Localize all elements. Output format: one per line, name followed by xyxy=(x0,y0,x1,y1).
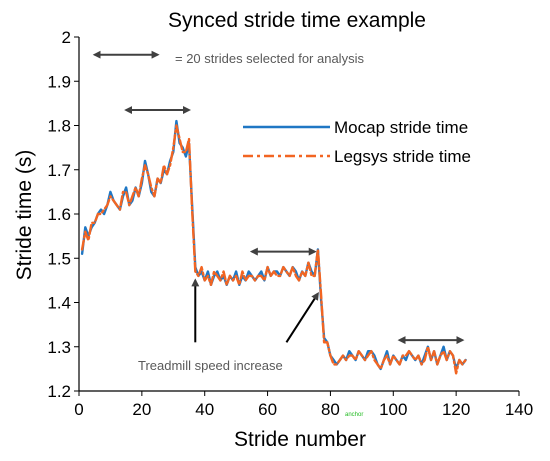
annotation-group: = 20 strides selected for analysis Tread… xyxy=(92,50,465,418)
legend: Mocap stride time Legsys stride time xyxy=(243,118,471,166)
watermark-text: anchor xyxy=(345,412,363,418)
treadmill-pointer-arrow xyxy=(285,291,319,343)
y-tick-label: 1.7 xyxy=(47,161,71,180)
legend-label-legsys: Legsys stride time xyxy=(334,147,471,166)
axes-group: 1.21.31.41.51.61.71.81.920 20 40 60 80 100 120… xyxy=(47,28,533,419)
x-tick-label: 20 xyxy=(132,400,151,419)
y-axis-label: Stride time (s) xyxy=(13,150,36,281)
y-tick-label: 1.8 xyxy=(47,117,71,136)
y-tick-label: 2 xyxy=(62,28,71,47)
series-group xyxy=(80,119,467,375)
x-tick-label: 80 xyxy=(321,400,340,419)
y-tick-label: 1.5 xyxy=(47,249,71,268)
key-text: = 20 strides selected for analysis xyxy=(175,51,364,66)
y-tick-label: 1.3 xyxy=(47,338,71,357)
x-tick-label: 120 xyxy=(442,400,470,419)
x-tick-label: 60 xyxy=(258,400,277,419)
x-tick-label: 40 xyxy=(195,400,214,419)
y-tick-label: 1.4 xyxy=(47,294,71,313)
legend-label-mocap: Mocap stride time xyxy=(334,118,468,137)
y-tick-label: 1.2 xyxy=(47,382,71,401)
treadmill-annotation-text: Treadmill speed increase xyxy=(138,358,283,373)
chart-title: Synced stride time example xyxy=(168,9,426,32)
x-axis-label: Stride number xyxy=(234,428,366,451)
y-tick-label: 1.9 xyxy=(47,72,71,91)
y-tick-label: 1.6 xyxy=(47,205,71,224)
x-tick-label: 100 xyxy=(379,400,407,419)
x-tick-label: 0 xyxy=(74,400,83,419)
x-tick-label: 140 xyxy=(505,400,533,419)
series-line-legsys xyxy=(80,124,467,375)
